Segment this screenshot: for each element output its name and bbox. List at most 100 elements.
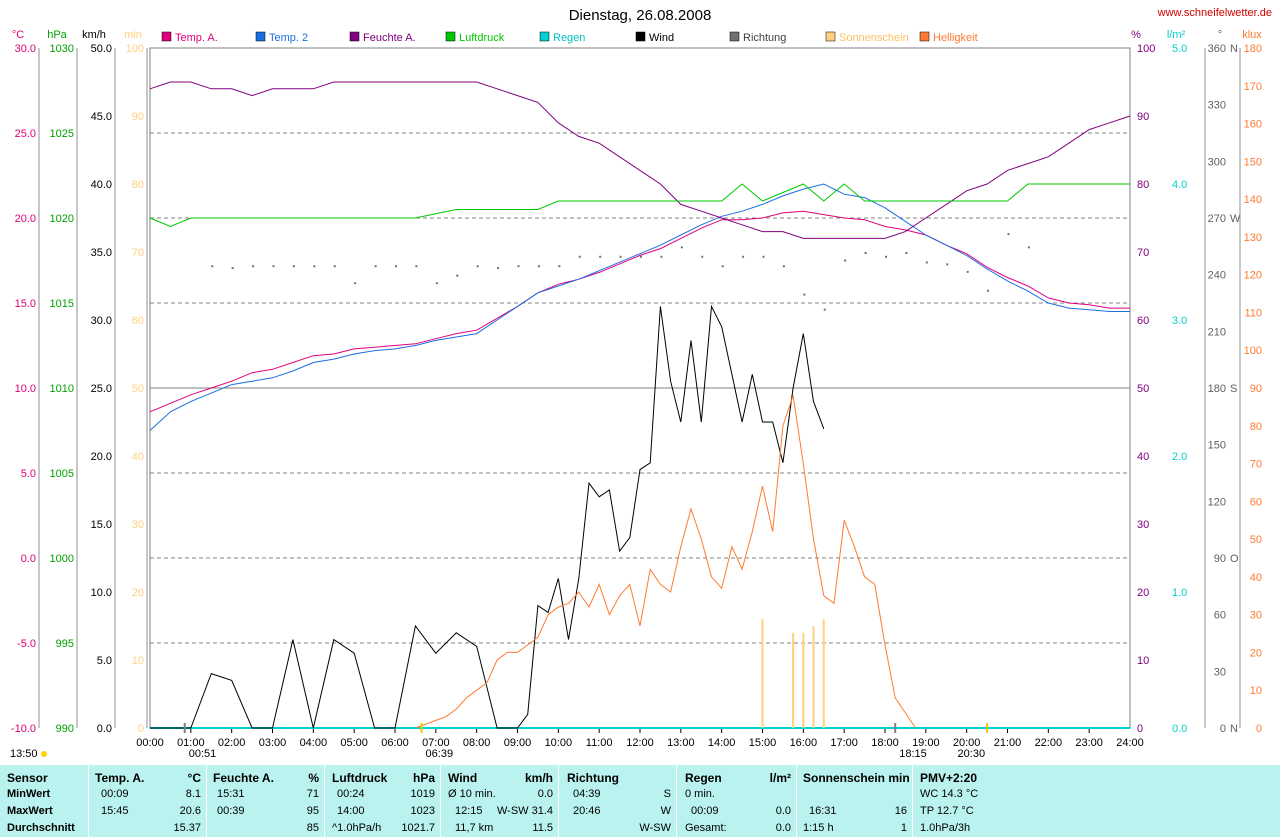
klux-tick-label: 150 [1244,156,1262,168]
series-richtung-point [701,255,704,258]
legend-label-temp_a: Temp. A. [175,32,218,44]
chart-title: Dienstag, 26.08.2008 [569,7,712,24]
series-richtung-point [252,265,255,268]
klux-tick-label: 80 [1250,421,1262,433]
summary-regen-max-time: 00:09 [691,805,719,817]
klux-tick-label: 70 [1250,459,1262,471]
series-luftdruck [149,183,1130,228]
time-tick-label: 04:00 [300,737,328,749]
series-richtung-point [497,267,500,270]
left-axes: °C 30.0 25.0 20.0 15.0 10.0 5.0 0.0 -5.0 -10.0 hPa… [11,29,148,735]
legend-swatch-temp_2 [255,31,266,42]
time-tick-label: 07:00 [422,737,450,749]
summary-wind-min-val: 0.0 [537,788,553,800]
time-tick-label: 24:00 [1116,737,1144,749]
summary-luftdruck-min-time: 00:24 [337,788,365,800]
series-richtung-point [864,252,867,254]
summary-pmv: PMV+2:20 WC 14.3 °C TP 12.7 °C 1.0hPa/3h [912,765,1280,837]
series-helligkeit [415,395,917,729]
kmh-axis-unit: km/h [82,29,106,41]
klux-tick-label: 180 [1244,43,1262,55]
legend-label-feuchte: Feuchte A. [363,32,416,44]
pct-tick-label: 100 [1137,43,1155,55]
legend-label-wind: Wind [649,32,674,44]
temp-axis-unit: °C [12,29,24,41]
summary-temp-min-val: 8.1 [185,788,201,800]
time-tick-label: 06:00 [381,737,409,749]
min-tick-label: 20 [132,587,144,599]
summary-temp: Temp. A. °C 00:09 8.1 15:45 20.6 15.37 [88,765,207,837]
kmh-tick-label: 15.0 [91,519,112,531]
hpa-tick-label: 1030 [50,43,74,55]
series-richtung-point [313,265,316,268]
time-tick-label: 10:00 [545,737,573,749]
deg-tick-label: 330 [1208,100,1226,112]
summary-luftdruck: Luftdruck hPa 00:24 1019 14:00 1023 ^1.0… [324,765,441,837]
klux-tick-label: 90 [1250,383,1262,395]
summary-wind-unit: km/h [524,771,553,785]
time-tick-label: 15:00 [749,737,777,749]
pct-tick-label: 70 [1137,247,1149,259]
lm2-tick-label: 0.0 [1172,723,1187,735]
kmh-tick-label: 50.0 [91,43,112,55]
direction-label: S [1230,383,1237,395]
time-tick-label: 05:00 [340,737,368,749]
min-tick-label: 10 [132,655,144,667]
series-richtung-point [905,252,908,254]
start-time: 13:50 [10,748,38,760]
sunset-time: 20:30 [958,748,986,760]
time-tick-label: 17:00 [830,737,858,749]
sunrise-time: 06:39 [426,748,454,760]
hpa-tick-label: 1020 [50,213,74,225]
series-richtung-point [333,265,336,268]
summary-feuchte-max-val: 95 [306,805,319,817]
summary-wind-distance: 11,7 km [455,822,494,834]
summary-luftdruck-trend: ^1.0hPa/h [332,822,382,834]
lm2-tick-label: 1.0 [1172,587,1187,599]
time-tick-label: 00:00 [136,737,164,749]
summary-regen-total-val: 0.0 [775,822,791,834]
series-richtung-point [374,265,377,268]
klux-tick-label: 60 [1250,496,1262,508]
time-tick-label: 22:00 [1035,737,1063,749]
summary-luftdruck-max-time: 14:00 [337,805,365,817]
summary-regen-total-label: Gesamt: [685,822,727,834]
deg-tick-label: 270 [1208,213,1226,225]
summary-luftdruck-avg-val: 1021.7 [401,822,435,834]
direction-label: W [1230,213,1241,225]
kmh-tick-label: 20.0 [91,451,112,463]
chart-legend: Temp. A. Temp. 2 Feuchte A. Luftdruck Regen W… [161,31,978,44]
summary-temp-max-time: 15:45 [101,805,129,817]
summary-sonne-max-val: 16 [894,805,907,817]
klux-tick-label: 0 [1256,723,1262,735]
summary-temp-max-val: 20.6 [179,805,201,817]
moonset-time: 18:15 [899,748,927,760]
summary-feuchte-max-time: 00:39 [217,805,245,817]
summary-sensor-title: Sensor [7,771,48,785]
right-axes: %1009080706050403020100l/m²5.04.03.02.01… [1131,29,1262,735]
kmh-tick-label: 25.0 [91,383,112,395]
hpa-tick-label: 1000 [50,553,74,565]
time-tick-label: 16:00 [790,737,818,749]
pct-tick-label: 0 [1137,723,1143,735]
kmh-tick-label: 35.0 [91,247,112,259]
series-richtung-point [1007,233,1010,236]
kmh-tick-label: 0.0 [97,723,112,735]
series-richtung-point [721,265,724,268]
summary-pmv-title: PMV+2:20 [920,771,978,785]
series-richtung-point [885,255,887,258]
temp-tick-label: 30.0 [15,43,36,55]
pct-tick-label: 80 [1137,179,1149,191]
deg-tick-label: 0 [1220,723,1226,735]
summary-min-label: MinWert [7,788,51,800]
time-tick-label: 23:00 [1075,737,1103,749]
series-richtung-point [537,265,540,268]
time-tick-label: 11:00 [586,737,613,749]
lm2-axis-unit: l/m² [1167,29,1186,41]
deg-tick-label: 300 [1208,156,1226,168]
summary-regen-max-val: 0.0 [775,805,791,817]
summary-feuchte-min-val: 71 [306,788,319,800]
series-richtung-point [987,289,990,292]
summary-feuchte-min-time: 15:31 [217,788,245,800]
legend-swatch-helligkeit [919,31,930,42]
